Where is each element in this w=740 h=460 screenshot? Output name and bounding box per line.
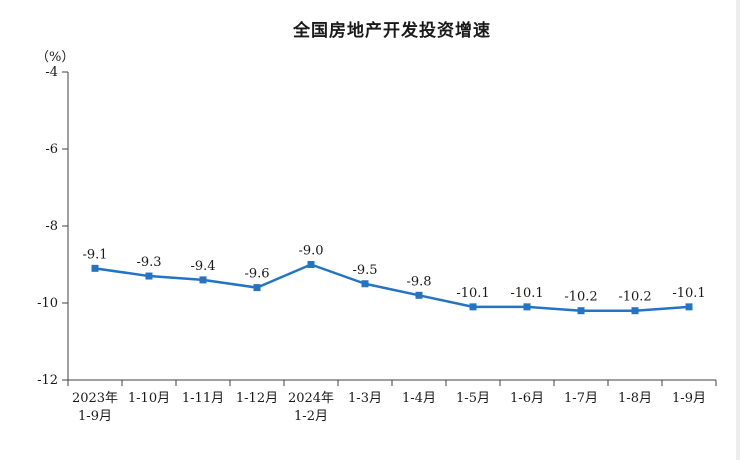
data-line: [94, 263, 690, 312]
data-point-marker: [91, 264, 99, 272]
y-tick-label: -12: [37, 373, 58, 388]
data-point-label: -9.5: [352, 263, 377, 278]
x-tick-label: 1-6月: [510, 391, 544, 406]
x-tick-label: 1-10月: [128, 391, 170, 406]
y-tick-label: -8: [45, 219, 58, 234]
data-point-label: -10.1: [672, 286, 705, 301]
data-point-marker: [361, 280, 369, 288]
data-point-marker: [253, 284, 261, 292]
data-point-label: -9.8: [406, 274, 431, 289]
x-tick-label: 1-7月: [564, 391, 598, 406]
y-axis-unit-label: （%）: [36, 50, 75, 65]
x-tick-label: 2023年: [72, 391, 118, 406]
x-tick-label: 1-8月: [618, 391, 652, 406]
data-point-label: -9.6: [244, 267, 269, 282]
data-point-marker: [469, 303, 477, 311]
x-tick-label: 1-11月: [182, 391, 224, 406]
x-tick-label: 1-4月: [402, 391, 436, 406]
data-point-label: -9.0: [298, 244, 323, 259]
data-point-marker: [415, 291, 423, 299]
x-tick-label: 1-2月: [294, 409, 328, 424]
data-point-label: -9.3: [136, 255, 161, 270]
data-point-marker: [577, 307, 585, 315]
x-tick-label: 1-3月: [348, 391, 382, 406]
y-tick-label: -10: [37, 296, 58, 311]
data-point-label: -9.1: [82, 247, 107, 262]
data-point-marker: [145, 272, 153, 280]
page-right-edge: [736, 0, 740, 460]
data-point-label: -10.1: [456, 286, 489, 301]
x-tick-label: 1-12月: [236, 391, 278, 406]
x-tick-label: 2024年: [288, 391, 334, 406]
x-tick-label: 1-9月: [672, 391, 706, 406]
data-point-label: -10.1: [510, 286, 543, 301]
data-point-marker: [631, 307, 639, 315]
chart-title: 全国房地产开发投资增速: [293, 21, 491, 40]
data-point-marker: [199, 276, 207, 284]
x-tick-label: 1-9月: [78, 409, 112, 424]
y-tick-label: -6: [45, 142, 58, 157]
data-point-label: -10.2: [564, 290, 597, 305]
y-tick-label: -4: [45, 65, 58, 80]
x-tick-label: 1-5月: [456, 391, 490, 406]
data-point-label: -10.2: [618, 290, 651, 305]
data-point-marker: [523, 303, 531, 311]
data-point-marker: [685, 303, 693, 311]
data-point-marker: [307, 261, 315, 268]
data-point-label: -9.4: [190, 259, 215, 274]
